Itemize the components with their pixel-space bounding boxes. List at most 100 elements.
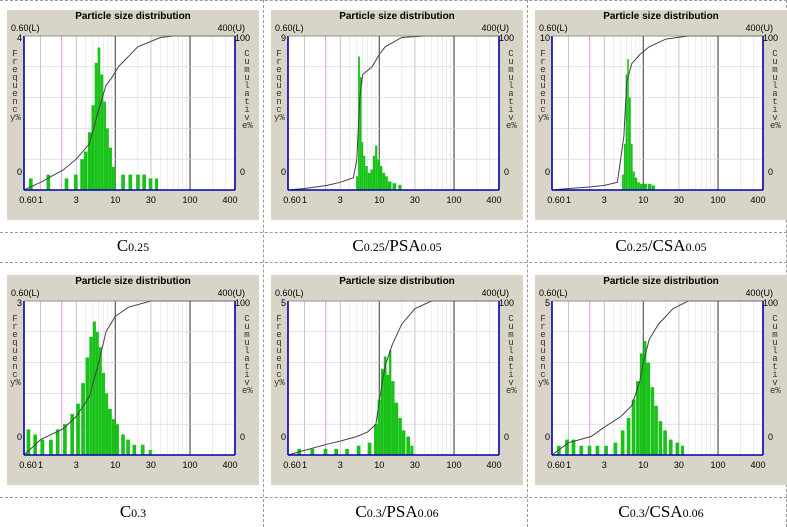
- y2-axis-label: Cumulative%: [242, 314, 253, 396]
- x-tick-label: 0.60: [547, 195, 565, 205]
- lower-limit-label: 0.60(L): [11, 288, 40, 298]
- frequency-bar: [26, 429, 31, 455]
- y2-tick-label: 0: [504, 432, 510, 442]
- frequency-bar: [626, 418, 631, 455]
- x-tick-label: 0.60: [19, 460, 37, 470]
- frequency-bar: [639, 353, 644, 455]
- frequency-bar: [394, 402, 399, 455]
- caption-subscript: 0.25: [128, 240, 150, 254]
- frequency-bar: [94, 62, 98, 191]
- frequency-bar: [81, 383, 85, 455]
- x-tick-label: 400: [222, 195, 238, 205]
- frequency-bar: [70, 413, 74, 455]
- frequency-bar: [628, 97, 631, 190]
- y-axis-label: Frequency%: [538, 314, 549, 388]
- lower-limit-label: 0.60(L): [275, 288, 304, 298]
- frequency-bar: [91, 105, 95, 190]
- x-tick-label: 0.60: [283, 460, 301, 470]
- frequency-bar: [356, 176, 359, 190]
- frequency-bar: [80, 159, 84, 190]
- chart-caption: C0.3: [2, 502, 264, 522]
- frequency-bar: [92, 321, 96, 455]
- chart-caption: C0.25: [2, 236, 264, 256]
- frequency-bar: [142, 174, 147, 190]
- frequency-bar: [631, 399, 636, 455]
- frequency-bar: [634, 177, 638, 190]
- frequency-bar: [375, 145, 378, 190]
- y-axis-label: Frequency%: [10, 49, 21, 123]
- caption-text: C: [352, 236, 364, 255]
- y-tick-label: 0: [16, 167, 22, 177]
- frequency-bar: [595, 445, 600, 455]
- caption-subscript: 0.25: [626, 240, 648, 254]
- chart-title: Particle size distribution: [75, 276, 191, 287]
- frequency-bar: [663, 430, 667, 455]
- frequency-bar: [105, 393, 109, 455]
- frequency-bar: [111, 166, 116, 190]
- y-tick-label: 0: [544, 432, 550, 442]
- x-tick-label: 400: [486, 460, 502, 470]
- frequency-bar: [132, 444, 137, 455]
- cumulative-curve: [551, 300, 763, 456]
- y-tick-label: 0: [280, 432, 286, 442]
- frequency-bar: [383, 356, 387, 455]
- frequency-bar: [643, 183, 647, 190]
- x-tick-label: 10: [374, 195, 385, 205]
- chart-svg: [23, 300, 236, 456]
- x-tick-label: 1: [38, 460, 44, 470]
- frequency-bar: [398, 184, 402, 190]
- x-tick-label: 400: [222, 460, 238, 470]
- frequency-bar: [73, 174, 78, 190]
- y2-tick-label: 0: [240, 167, 246, 177]
- x-tick-label: 1: [302, 460, 308, 470]
- x-tick-label: 3: [337, 195, 343, 205]
- frequency-bar: [382, 172, 386, 190]
- y2-axis-label: Cumulative%: [506, 49, 517, 131]
- x-tick-label: 10: [638, 460, 649, 470]
- caption-subscript: 0.3: [131, 506, 147, 520]
- y-axis-label: Frequency%: [274, 49, 285, 123]
- table-divider-1: [263, 0, 264, 527]
- x-tick-label: 1: [566, 195, 572, 205]
- frequency-bar: [410, 445, 414, 455]
- y2-axis-label: Cumulative%: [506, 314, 517, 396]
- table-border-caption-row-2: [0, 497, 787, 498]
- y-tick-label: 10: [539, 33, 550, 43]
- plot-area: [552, 36, 763, 190]
- chart-svg: [287, 300, 500, 456]
- frequency-bar: [356, 445, 361, 455]
- y-tick-label: 0: [544, 167, 550, 177]
- chart-svg: [551, 35, 764, 191]
- chart-svg: [23, 35, 236, 191]
- plot-area: [288, 36, 499, 190]
- lower-limit-label: 0.60(L): [539, 288, 568, 298]
- x-tick-label: 0.60: [283, 195, 301, 205]
- x-tick-label: 3: [73, 460, 79, 470]
- caption-text: /PSA: [381, 502, 418, 521]
- frequency-bar: [379, 166, 383, 190]
- frequency-bar: [658, 421, 663, 455]
- frequency-bar: [380, 368, 384, 455]
- y-tick-label: 3: [16, 298, 22, 308]
- frequency-bar: [391, 381, 395, 455]
- cumulative-curve: [23, 300, 235, 456]
- y2-tick-label: 100: [235, 298, 251, 308]
- upper-limit-label: 400(U): [481, 23, 509, 33]
- x-tick-label: 30: [673, 460, 684, 470]
- x-tick-label: 100: [446, 195, 462, 205]
- x-tick-label: 400: [486, 195, 502, 205]
- frequency-bar: [148, 178, 153, 190]
- frequency-bar: [587, 445, 592, 455]
- x-tick-label: 3: [601, 195, 607, 205]
- chart-title: Particle size distribution: [339, 11, 455, 22]
- frequency-bar: [334, 448, 338, 455]
- frequency-bar: [651, 185, 655, 190]
- y-tick-label: 0: [280, 167, 286, 177]
- chart-title: Particle size distribution: [603, 276, 719, 287]
- frequency-bar: [654, 405, 658, 455]
- x-tick-label: 100: [182, 195, 198, 205]
- y-axis-label: Frequency%: [538, 49, 549, 123]
- x-tick-label: 0.60: [19, 195, 37, 205]
- caption-text: C: [615, 236, 627, 255]
